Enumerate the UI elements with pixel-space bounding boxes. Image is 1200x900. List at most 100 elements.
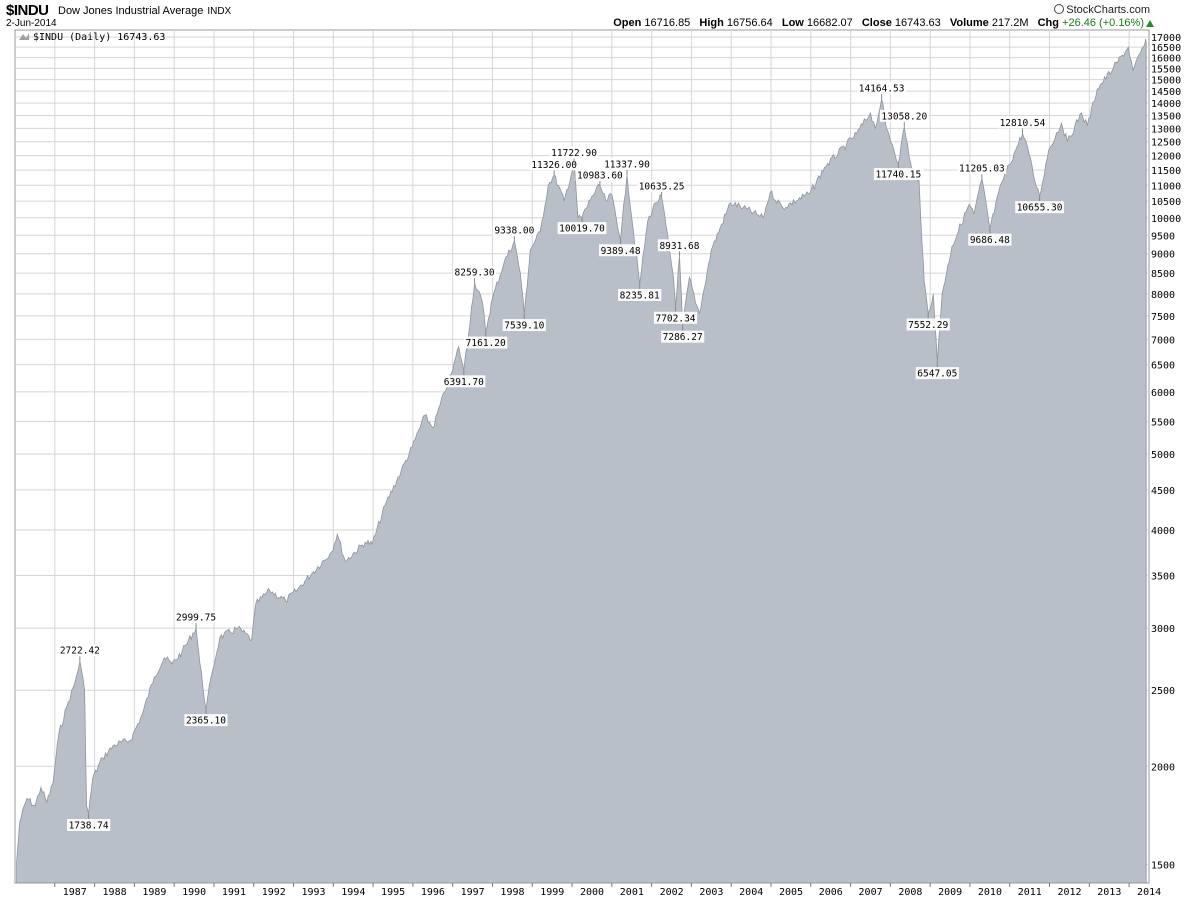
price-annotation: 11326.00 <box>529 158 579 176</box>
price-annotation: 11205.03 <box>957 162 1007 180</box>
y-tick-label: 15000 <box>1151 76 1181 87</box>
price-annotation: 2365.10 <box>184 709 228 727</box>
annotation-label: 2365.10 <box>186 716 226 727</box>
price-annotation: 13058.20 <box>879 109 929 127</box>
y-tick-label: 10000 <box>1151 214 1181 225</box>
annotation-label: 10983.60 <box>577 170 623 181</box>
x-tick-label: 1996 <box>421 887 445 898</box>
volume-label: Volume <box>949 17 989 29</box>
annotation-label: 7552.29 <box>908 320 948 331</box>
y-tick-label: 8500 <box>1151 269 1175 280</box>
price-annotation: 11337.90 <box>602 157 652 175</box>
x-tick-label: 1998 <box>500 887 524 898</box>
brand-text: StockCharts.com <box>1066 4 1150 16</box>
annotation-label: 6547.05 <box>917 369 957 380</box>
y-tick-label: 11000 <box>1151 181 1181 192</box>
y-tick-label: 5000 <box>1151 450 1175 461</box>
x-tick-label: 1991 <box>222 887 246 898</box>
annotation-box <box>857 82 907 95</box>
annotation-label: 11326.00 <box>531 160 577 171</box>
y-tick-label: 3000 <box>1151 624 1175 635</box>
annotation-box <box>879 109 929 122</box>
annotation-box <box>557 222 607 235</box>
area-legend-icon <box>19 33 29 40</box>
annotation-label: 9338.00 <box>494 226 534 237</box>
annotation-box <box>661 330 705 343</box>
x-tick-label: 2002 <box>660 887 684 898</box>
annotation-label: 11740.15 <box>875 170 921 181</box>
annotation-box <box>442 375 486 388</box>
price-annotation: 8259.30 <box>452 265 497 283</box>
annotation-label: 7161.20 <box>466 338 506 349</box>
x-tick-label: 1997 <box>461 887 485 898</box>
annotation-box <box>575 168 625 181</box>
annotation-label: 14164.53 <box>859 84 905 95</box>
price-annotation: 12810.54 <box>998 116 1047 134</box>
y-tick-label: 1500 <box>1151 860 1175 871</box>
y-tick-label: 5500 <box>1151 418 1175 429</box>
annotation-label: 7539.10 <box>504 321 544 332</box>
x-tick-label: 2008 <box>898 887 922 898</box>
y-tick-label: 11500 <box>1151 166 1181 177</box>
x-tick-label: 2012 <box>1057 887 1081 898</box>
volume-value: 217.2M <box>991 17 1029 29</box>
price-area <box>16 39 1147 884</box>
price-annotation: 8235.81 <box>618 283 662 301</box>
y-tick-label: 7500 <box>1151 312 1175 323</box>
chg-label: Chg <box>1037 17 1059 29</box>
x-tick-label: 2013 <box>1097 887 1121 898</box>
close-value: 16743.63 <box>894 17 941 29</box>
x-tick-label: 2007 <box>859 887 883 898</box>
annotation-box <box>1015 201 1064 214</box>
x-tick-label: 2011 <box>1018 887 1042 898</box>
open-value: 16716.85 <box>644 17 691 29</box>
annotation-box <box>58 644 102 657</box>
annotation-label: 11337.90 <box>604 159 650 170</box>
price-annotation: 7286.27 <box>661 325 705 343</box>
brand-link[interactable]: StockCharts.com <box>1054 4 1150 16</box>
price-annotation: 11740.15 <box>873 163 923 181</box>
y-tick-label: 13000 <box>1151 124 1181 135</box>
y-tick-label: 12000 <box>1151 152 1181 163</box>
y-tick-label: 9500 <box>1151 231 1175 242</box>
annotation-label: 1738.74 <box>69 820 109 831</box>
price-annotation: 11722.90 <box>549 146 599 164</box>
y-tick-label: 4000 <box>1151 526 1175 537</box>
x-tick-label: 1988 <box>103 887 127 898</box>
x-tick-label: 1995 <box>381 887 405 898</box>
annotation-box <box>502 319 546 332</box>
x-tick-label: 2004 <box>739 887 763 898</box>
x-tick-label: 1989 <box>142 887 166 898</box>
y-tick-label: 14000 <box>1151 99 1181 110</box>
annotation-box <box>618 288 662 301</box>
x-tick-label: 1992 <box>262 887 286 898</box>
symbol-title: $INDU <box>6 2 49 19</box>
price-annotation: 14164.53 <box>857 82 907 100</box>
price-annotation: 10019.70 <box>557 217 607 235</box>
annotation-box <box>452 265 497 278</box>
y-tick-label: 16500 <box>1151 43 1181 54</box>
x-tick-label: 2014 <box>1137 887 1161 898</box>
index-name: Dow Jones Industrial Average INDX <box>58 5 231 17</box>
y-tick-label: 6000 <box>1151 388 1175 399</box>
y-tick-label: 8000 <box>1151 290 1175 301</box>
close-label: Close <box>861 17 892 29</box>
annotation-label: 11205.03 <box>959 164 1005 175</box>
annotation-label: 9389.48 <box>601 246 641 257</box>
annotation-box <box>174 611 218 624</box>
price-annotation: 10635.25 <box>637 179 686 197</box>
annotation-box <box>915 367 959 380</box>
annotation-box <box>637 179 686 192</box>
annotation-label: 8931.68 <box>659 241 699 252</box>
annotation-label: 7286.27 <box>663 332 703 343</box>
y-tick-label: 3500 <box>1151 572 1175 583</box>
y-tick-label: 4500 <box>1151 486 1175 497</box>
annotation-label: 6391.70 <box>444 377 484 388</box>
x-tick-label: 2001 <box>620 887 644 898</box>
annotation-label: 10635.25 <box>639 181 685 192</box>
price-annotation: 1738.74 <box>67 813 111 831</box>
annotation-box <box>657 239 702 252</box>
price-annotation: 8931.68 <box>657 239 702 257</box>
high-label: High <box>699 17 724 29</box>
price-annotation: 6391.70 <box>442 370 486 388</box>
